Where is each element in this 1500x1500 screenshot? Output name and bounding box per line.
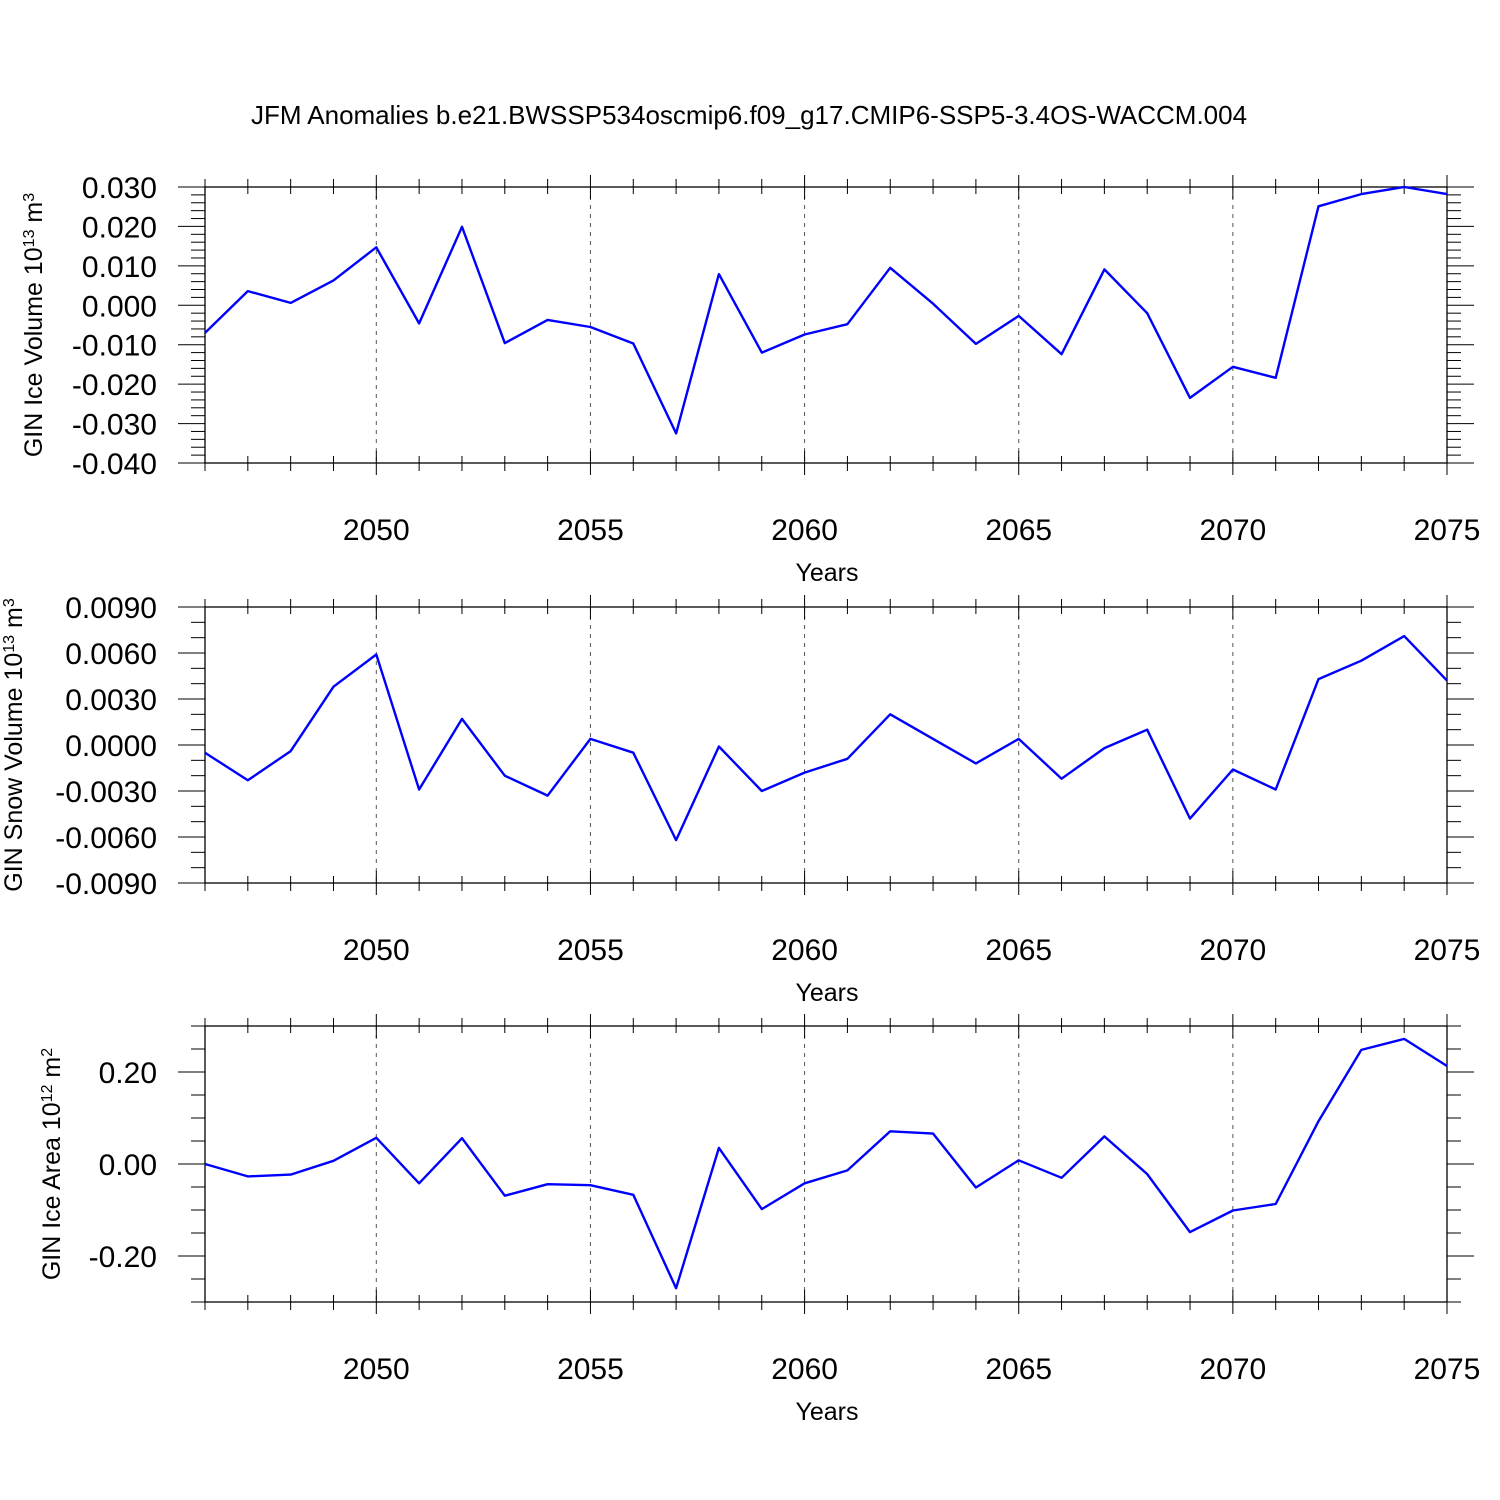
x-tick-label: 2060	[771, 1353, 838, 1386]
x-tick-label: 2060	[771, 934, 838, 967]
y-tick-label: -0.20	[89, 1241, 157, 1274]
x-tick-label: 2050	[343, 934, 410, 967]
series-line	[204, 634, 1448, 842]
x-tick-label: 2060	[771, 514, 838, 547]
y-tick-label: 0.20	[99, 1057, 157, 1090]
x-tick-label: 2055	[557, 934, 624, 967]
chart-title: JFM Anomalies b.e21.BWSSP534oscmip6.f09_…	[251, 100, 1247, 130]
y-tick-label: 0.000	[82, 290, 157, 323]
x-axis-title: Years	[795, 559, 858, 587]
y-tick-label: -0.0090	[55, 868, 157, 901]
y-tick-label: 0.0000	[65, 730, 157, 763]
y-axis-title: GIN Ice Area 1012 m2	[38, 1048, 66, 1280]
y-tick-label: 0.00	[99, 1149, 157, 1182]
x-tick-label: 2055	[557, 1353, 624, 1386]
y-tick-label: 0.010	[82, 251, 157, 284]
x-tick-label: 2065	[985, 1353, 1052, 1386]
x-tick-label: 2075	[1414, 934, 1481, 967]
y-tick-label: 0.0060	[65, 638, 157, 671]
y-tick-label: -0.020	[72, 369, 157, 402]
panel-ice-volume: -0.040 -0.030 -0.020 -0.010 0.000 0.010 0.020 0…	[20, 172, 1480, 587]
plot-frame	[204, 1025, 1448, 1303]
y-tick-label: 0.0090	[65, 592, 157, 625]
y-tick-label: -0.030	[72, 409, 157, 442]
x-tick-label: 2070	[1199, 934, 1266, 967]
panel-snow-volume: -0.0090 -0.0060 -0.0030 0.0000 0.0030 0.0060 0…	[0, 592, 1480, 1007]
y-axis-title: GIN Snow Volume 1013 m3	[0, 598, 28, 892]
x-tick-label: 2075	[1414, 514, 1481, 547]
x-tick-label: 2070	[1199, 1353, 1266, 1386]
y-tick-label: -0.010	[72, 330, 157, 363]
y-tick-label: -0.040	[72, 448, 157, 481]
series-line	[204, 185, 1448, 435]
x-tick-label: 2050	[343, 1353, 410, 1386]
y-tick-label: -0.0030	[55, 776, 157, 809]
x-axis-title: Years	[795, 979, 858, 1007]
x-tick-label: 2050	[343, 514, 410, 547]
y-tick-label: 0.020	[82, 211, 157, 244]
x-tick-label: 2075	[1414, 1353, 1481, 1386]
x-tick-label: 2065	[985, 514, 1052, 547]
x-tick-label: 2070	[1199, 514, 1266, 547]
x-tick-label: 2065	[985, 934, 1052, 967]
x-axis-title: Years	[795, 1398, 858, 1426]
plot-frame	[204, 606, 1448, 884]
series-line	[204, 1037, 1448, 1290]
y-axis-title: GIN Ice Volume 1013 m3	[20, 193, 48, 457]
panel-ice-area: -0.20 0.00 0.20 2050 2055 2060 2065 2070 2075 Yea…	[38, 1014, 1480, 1426]
y-tick-label: -0.0060	[55, 822, 157, 855]
plot-frame	[204, 186, 1448, 464]
x-tick-label: 2055	[557, 514, 624, 547]
y-tick-label: 0.0030	[65, 684, 157, 717]
y-tick-label: 0.030	[82, 172, 157, 205]
